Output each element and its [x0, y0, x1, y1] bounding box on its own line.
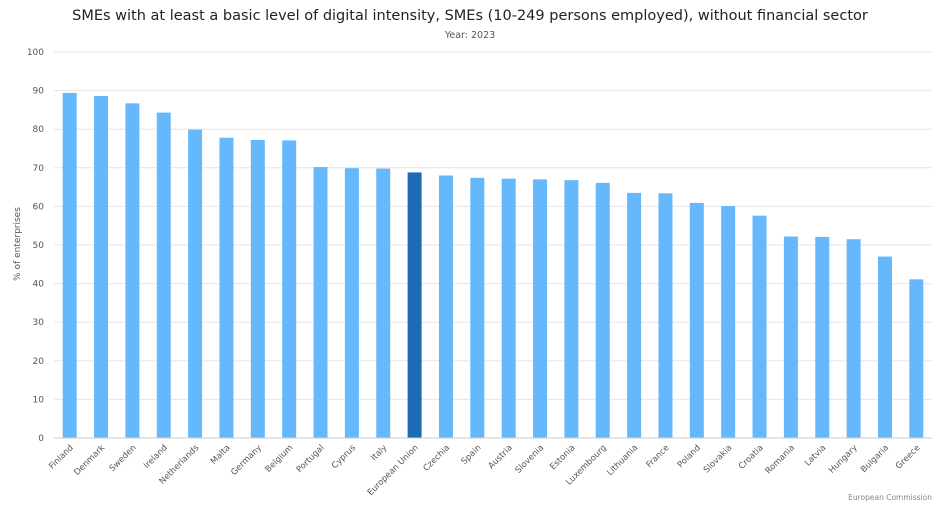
x-tick-label: Sweden: [108, 443, 139, 474]
x-tick-label: Austria: [486, 443, 514, 471]
x-tick-label: Poland: [676, 443, 703, 470]
y-tick-label: 80: [33, 125, 45, 135]
x-tick-label: Ireland: [142, 443, 170, 471]
bar-malta[interactable]: [219, 137, 234, 438]
x-tick-label: Portugal: [295, 443, 327, 475]
bar-slovakia[interactable]: [721, 206, 736, 438]
chart-subtitle: Year: 2023: [444, 30, 495, 41]
y-tick-label: 60: [33, 202, 45, 212]
bar-slovenia[interactable]: [533, 179, 548, 438]
bar-lithuania[interactable]: [627, 192, 642, 438]
bar-latvia[interactable]: [815, 236, 830, 438]
bar-austria[interactable]: [501, 178, 516, 438]
x-tick-label: Estonia: [548, 443, 577, 472]
x-tick-label: Greece: [894, 443, 922, 471]
chart-credit[interactable]: European Commission: [848, 493, 932, 502]
x-tick-label: Slovakia: [702, 443, 734, 475]
x-tick-label: Italy: [369, 443, 389, 463]
x-tick-label: Latvia: [803, 443, 828, 468]
bar-czechia[interactable]: [438, 175, 453, 438]
x-tick-label: Hungary: [827, 443, 860, 476]
bar-ireland[interactable]: [156, 112, 171, 439]
bar-bulgaria[interactable]: [877, 256, 892, 438]
bar-hungary[interactable]: [846, 239, 861, 438]
bar-netherlands[interactable]: [188, 129, 203, 438]
x-tick-label: Denmark: [72, 443, 107, 478]
x-tick-label: Spain: [460, 443, 484, 467]
bar-romania[interactable]: [783, 236, 798, 438]
y-tick-label: 50: [33, 241, 45, 251]
y-tick-label: 20: [33, 357, 45, 367]
bar-germany[interactable]: [250, 140, 265, 438]
y-tick-label: 100: [27, 48, 44, 58]
x-tick-label: Croatia: [737, 443, 766, 472]
x-tick-label: Lithuania: [605, 443, 640, 478]
x-tick-label: Bulgaria: [859, 443, 891, 475]
x-tick-label: Malta: [209, 443, 233, 467]
x-tick-label: France: [645, 443, 672, 470]
bar-france[interactable]: [658, 193, 673, 438]
bar-denmark[interactable]: [94, 96, 109, 438]
bars: [62, 92, 924, 439]
y-tick-label: 70: [33, 164, 45, 174]
bar-spain[interactable]: [470, 177, 485, 438]
y-axis-label: % of enterprises: [13, 207, 23, 281]
x-tick-label: Germany: [229, 443, 264, 478]
y-tick-label: 90: [33, 87, 45, 97]
y-tick-label: 10: [33, 395, 45, 405]
grid-lines: [54, 51, 932, 400]
x-tick-label: Belgium: [264, 443, 296, 475]
bar-sweden[interactable]: [125, 103, 140, 438]
chart-title: SMEs with at least a basic level of digi…: [72, 8, 868, 24]
bar-belgium[interactable]: [282, 140, 297, 439]
x-tick-label: Finland: [47, 443, 76, 472]
y-tick-label: 30: [33, 318, 45, 328]
x-tick-label: Slovenia: [513, 443, 546, 476]
bar-luxembourg[interactable]: [595, 182, 610, 438]
bar-greece[interactable]: [909, 279, 924, 438]
y-tick-label: 40: [33, 280, 45, 290]
bar-finland[interactable]: [62, 92, 77, 438]
x-tick-label: Cyprus: [330, 443, 358, 471]
bar-cyprus[interactable]: [344, 168, 359, 438]
bar-estonia[interactable]: [564, 180, 579, 439]
bar-italy[interactable]: [376, 168, 391, 438]
x-tick-label: Romania: [764, 443, 797, 476]
bar-croatia[interactable]: [752, 215, 767, 438]
bar-european-union[interactable]: [407, 172, 422, 438]
x-tick-label: Czechia: [421, 443, 452, 474]
y-axis-ticks: 0 10 20 30 40 50 60 70 80 90 100: [27, 48, 44, 444]
bar-poland[interactable]: [689, 202, 704, 438]
bar-portugal[interactable]: [313, 167, 328, 438]
y-tick-label: 0: [38, 434, 44, 444]
